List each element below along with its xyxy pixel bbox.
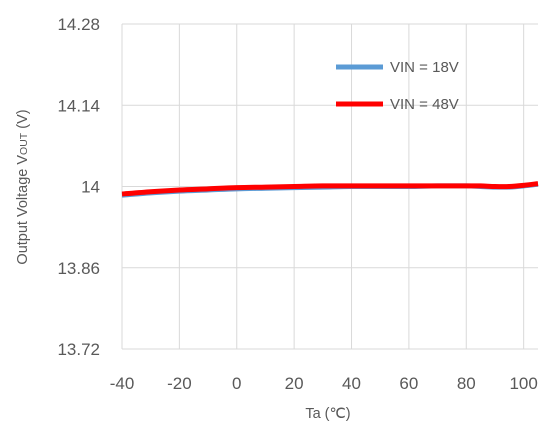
y-tick-label: 14 — [81, 178, 100, 197]
x-axis-title: Ta (℃) — [305, 406, 350, 422]
y-tick-labels: 13.72 13.86 14 14.14 14.28 — [57, 15, 100, 359]
y-tick-label: 14.14 — [57, 96, 100, 115]
legend-label: VIN = 18V — [390, 59, 459, 76]
y-tick-label: 13.72 — [57, 340, 100, 359]
y-tick-label: 13.86 — [57, 259, 100, 278]
y-axis-title-subscript: OUT — [18, 132, 30, 155]
legend: VIN = 18V VIN = 48V — [336, 59, 459, 113]
y-tick-label: 14.28 — [57, 15, 100, 34]
x-tick-label: 80 — [457, 374, 476, 393]
x-tick-label: -20 — [167, 374, 192, 393]
x-tick-label: 40 — [342, 374, 361, 393]
y-axis-title-main: Output Voltage V — [15, 155, 31, 265]
x-tick-label: 20 — [285, 374, 304, 393]
legend-label: VIN = 48V — [390, 96, 459, 113]
x-tick-label: 60 — [399, 374, 418, 393]
series-line-vin-48v — [121, 181, 539, 197]
y-axis-title-unit: (V) — [15, 109, 31, 132]
x-tick-label: -40 — [110, 374, 135, 393]
series-layer — [121, 181, 539, 198]
y-axis-title: Output Voltage VOUT (V) — [15, 109, 31, 264]
x-tick-labels: -40 -20 0 20 40 60 80 100 — [110, 374, 538, 393]
x-tick-label: 100 — [509, 374, 537, 393]
x-tick-label: 0 — [232, 374, 241, 393]
